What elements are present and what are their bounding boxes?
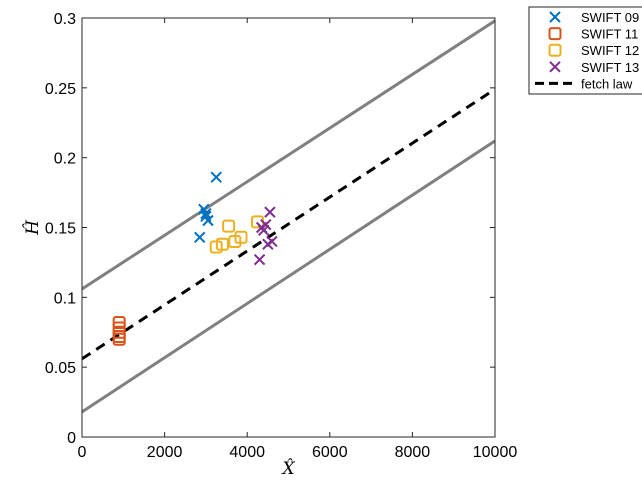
plot-frame: [81, 17, 496, 438]
legend-marker-swift-13: [549, 61, 561, 73]
y-tick-label: 0: [67, 430, 76, 447]
y-axis-label: Ĥ: [22, 219, 43, 236]
y-tick-label: 0.1: [54, 290, 76, 307]
swift-13-point: [260, 218, 272, 231]
swift-09-point: [202, 214, 214, 227]
legend-box: [528, 6, 642, 95]
swift-12-point: [215, 237, 229, 251]
x-tick-label: 2000: [147, 444, 183, 461]
y-tick-label: 0.05: [45, 360, 76, 377]
fetch-law-line: [82, 87, 495, 361]
swift-11-point: [112, 332, 126, 346]
swift-12-point: [222, 219, 236, 233]
legend-label-swift-12: SWIFT 12: [581, 43, 639, 58]
legend-label-swift-11: SWIFT 11: [581, 27, 638, 42]
bound-line-2: [82, 139, 495, 414]
legend-label-swift-09: SWIFT 09: [581, 10, 639, 25]
x-tick-label: 0: [78, 444, 87, 461]
swift-13-point: [253, 253, 266, 266]
x-axis-label: X̂: [280, 459, 295, 479]
legend-marker-swift-12: [548, 43, 562, 57]
legend-marker-swift-09: [549, 11, 561, 23]
y-tick-label: 0.15: [45, 221, 76, 238]
swift-09-point: [193, 231, 206, 243]
swift-09-point: [200, 207, 212, 220]
x-tick-label: 8000: [395, 444, 431, 461]
swift-13-point: [264, 206, 276, 218]
legend-marker-swift-11: [548, 27, 562, 41]
bound-line-1: [82, 19, 495, 291]
legend-label-swift-13: SWIFT 13: [581, 60, 639, 75]
x-tick-label: 6000: [312, 444, 348, 461]
swift-13-point: [266, 235, 278, 248]
reference-lines: [82, 19, 495, 414]
y-tick-label: 0.2: [54, 151, 76, 168]
y-tick-label: 0.25: [45, 81, 76, 98]
data-points: [112, 171, 278, 346]
swift-12-point: [251, 215, 265, 229]
x-tick-label: 10000: [473, 444, 518, 461]
y-tick-label: 0.3: [54, 11, 76, 28]
axes: 0 2000 4000 6000 8000 10000 0 0.05 0.1 0.15 0.2 0.2…: [45, 11, 517, 461]
swift-12-point: [234, 230, 248, 244]
legend-label-fetch-law: fetch law: [581, 76, 633, 91]
x-tick-label: 4000: [229, 444, 265, 461]
swift-09-point: [210, 171, 222, 183]
